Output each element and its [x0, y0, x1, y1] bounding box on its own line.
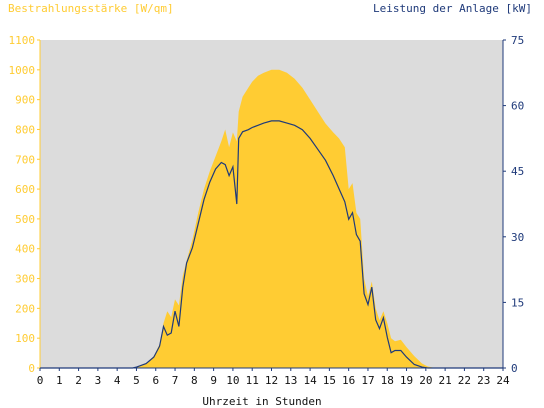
- irradiance-area: [40, 69, 503, 369]
- x-tick-label: 2: [75, 374, 82, 387]
- x-tick-label: 13: [284, 374, 297, 387]
- left-tick-label: 600: [15, 183, 35, 196]
- left-tick-label: 200: [15, 302, 35, 315]
- x-tick-label: 17: [361, 374, 374, 387]
- x-tick-label: 15: [323, 374, 336, 387]
- left-tick-label: 900: [15, 94, 35, 107]
- x-tick-label: 5: [133, 374, 140, 387]
- x-tick-label: 22: [458, 374, 471, 387]
- power-line: [40, 120, 503, 369]
- axes-layer: 0100200300400500600700800900100011000153…: [9, 34, 525, 387]
- x-axis-title: Uhrzeit in Stunden: [202, 395, 321, 408]
- x-tick-label: 14: [303, 374, 317, 387]
- x-tick-label: 6: [152, 374, 159, 387]
- left-tick-label: 1100: [9, 34, 36, 47]
- left-tick-label: 700: [15, 153, 35, 166]
- x-tick-label: 1: [56, 374, 63, 387]
- right-tick-label: 75: [511, 34, 524, 47]
- right-tick-label: 0: [511, 362, 518, 375]
- right-tick-label: 15: [511, 296, 524, 309]
- x-tick-label: 8: [191, 374, 198, 387]
- x-tick-label: 24: [496, 374, 510, 387]
- x-tick-label: 3: [95, 374, 102, 387]
- x-tick-label: 4: [114, 374, 121, 387]
- series-layer: [40, 69, 503, 369]
- left-axis-title: Bestrahlungsstärke [W/qm]: [8, 2, 174, 15]
- x-tick-label: 18: [381, 374, 394, 387]
- left-tick-label: 0: [28, 362, 35, 375]
- x-tick-label: 20: [419, 374, 432, 387]
- x-tick-label: 19: [400, 374, 413, 387]
- x-tick-label: 16: [342, 374, 355, 387]
- x-tick-label: 0: [37, 374, 44, 387]
- left-tick-label: 1000: [9, 64, 36, 77]
- right-tick-label: 30: [511, 231, 524, 244]
- x-tick-label: 11: [246, 374, 259, 387]
- right-tick-label: 45: [511, 165, 524, 178]
- x-tick-label: 7: [172, 374, 179, 387]
- left-tick-label: 300: [15, 273, 35, 286]
- x-tick-label: 23: [477, 374, 490, 387]
- left-tick-label: 100: [15, 332, 35, 345]
- left-tick-label: 500: [15, 213, 35, 226]
- x-tick-label: 12: [265, 374, 278, 387]
- right-axis-title: Leistung der Anlage [kW]: [373, 2, 532, 15]
- x-tick-label: 9: [210, 374, 217, 387]
- left-tick-label: 800: [15, 123, 35, 136]
- x-tick-label: 21: [439, 374, 452, 387]
- x-tick-label: 10: [226, 374, 239, 387]
- right-tick-label: 60: [511, 100, 524, 113]
- left-tick-label: 400: [15, 243, 35, 256]
